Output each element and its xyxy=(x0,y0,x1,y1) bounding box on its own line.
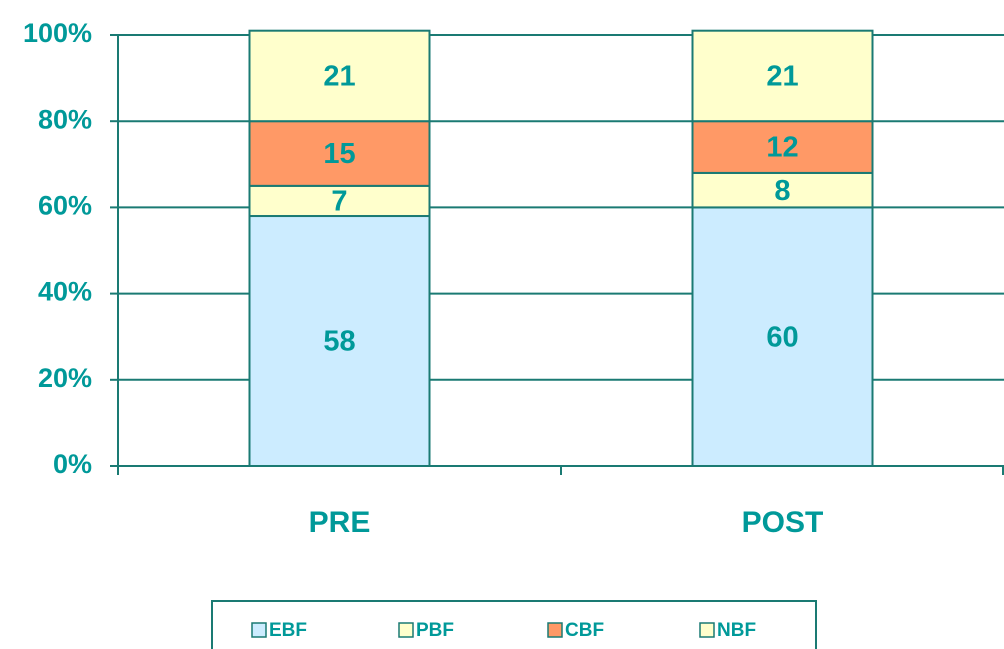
y-tick-label: 80% xyxy=(38,104,92,134)
data-label: 7 xyxy=(331,186,347,218)
legend-label: EBF xyxy=(269,620,307,641)
legend-label: PBF xyxy=(416,620,454,641)
data-label: 15 xyxy=(323,138,355,170)
legend-label: NBF xyxy=(717,620,756,641)
data-label: 21 xyxy=(766,61,798,93)
data-label: 8 xyxy=(774,175,790,207)
y-tick-label: 0% xyxy=(53,449,92,479)
bar-segment xyxy=(691,120,874,174)
y-tick-label: 40% xyxy=(38,277,92,307)
data-label: 60 xyxy=(766,321,798,353)
y-tick-label: 60% xyxy=(38,191,92,221)
data-label: 21 xyxy=(323,61,355,93)
bar-segment xyxy=(691,171,874,209)
x-tick-label: POST xyxy=(742,506,824,539)
bar-segment xyxy=(248,215,431,467)
bar-segment xyxy=(248,120,431,187)
x-tick-label: PRE xyxy=(309,506,371,539)
legend-swatch xyxy=(398,622,414,638)
legend-box xyxy=(211,600,817,649)
bar-segment xyxy=(691,29,874,123)
legend-swatch xyxy=(547,622,563,638)
legend-label: CBF xyxy=(565,620,604,641)
y-tick-label: 100% xyxy=(23,18,92,48)
legend-swatch xyxy=(251,622,267,638)
y-tick-label: 20% xyxy=(38,363,92,393)
bar-segment xyxy=(248,29,431,123)
data-label: 58 xyxy=(323,326,355,358)
data-label: 12 xyxy=(766,132,798,164)
legend-swatch xyxy=(699,622,715,638)
bar-segment xyxy=(691,206,874,467)
bar-segment xyxy=(248,184,431,218)
